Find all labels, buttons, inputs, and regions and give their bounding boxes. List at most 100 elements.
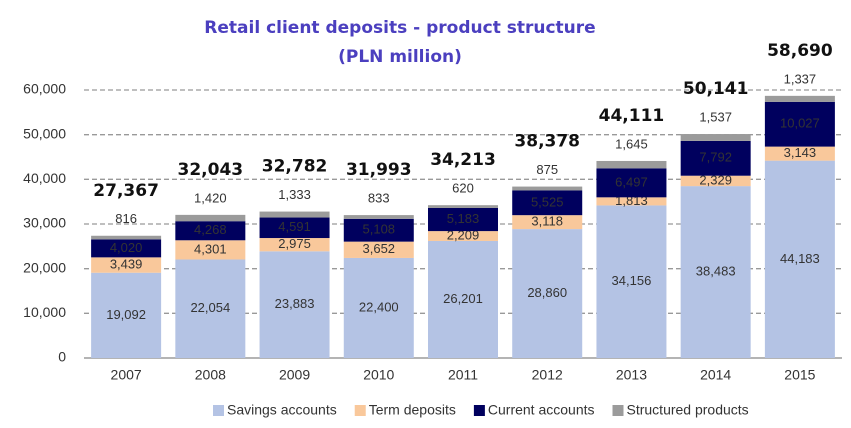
bar-segment	[512, 215, 583, 230]
total-label: 38,378	[514, 132, 580, 152]
bar-segment	[428, 205, 498, 208]
x-tick-label: 2015	[784, 367, 815, 383]
y-tick-label: 0	[58, 349, 66, 365]
data-label: 22,054	[190, 300, 230, 315]
bar-segment	[596, 197, 667, 206]
bar-segment	[764, 146, 835, 161]
legend-swatch	[354, 405, 366, 416]
y-tick-label: 10,000	[23, 304, 66, 320]
data-label: 6,497	[615, 174, 648, 189]
data-label: 1,337	[784, 71, 817, 86]
bar-segment	[91, 239, 162, 258]
legend-swatch	[473, 405, 485, 416]
bar-segment	[259, 251, 330, 358]
data-label: 3,143	[784, 145, 817, 160]
x-tick-label: 2007	[111, 367, 142, 383]
data-label: 10,027	[780, 116, 820, 131]
data-label: 3,118	[531, 214, 563, 229]
bar-segment	[512, 190, 583, 216]
x-tick-label: 2013	[616, 367, 647, 383]
legend-label: Savings accounts	[227, 402, 337, 418]
data-label: 5,183	[447, 211, 480, 226]
data-label: 833	[368, 191, 390, 206]
x-tick-label: 2008	[195, 367, 226, 383]
bar-segment	[680, 186, 751, 358]
data-label: 2,329	[699, 172, 732, 187]
data-label: 816	[115, 211, 137, 226]
bar-segment	[343, 257, 414, 358]
data-label: 3,652	[363, 241, 396, 256]
data-label: 4,268	[194, 222, 227, 237]
total-label: 32,782	[262, 157, 328, 177]
x-tick-label: 2011	[448, 367, 478, 383]
x-tick-label: 2010	[363, 367, 394, 383]
data-label: 44,183	[780, 251, 820, 266]
legend-swatch	[612, 405, 624, 416]
bar-segment	[259, 211, 330, 218]
bar-segment	[343, 215, 414, 219]
bar-segment	[428, 207, 498, 232]
total-label: 44,111	[599, 106, 665, 126]
y-tick-label: 60,000	[23, 81, 66, 97]
total-label: 27,367	[93, 181, 159, 201]
bar-segment	[680, 140, 751, 176]
bar-segment	[175, 259, 246, 358]
data-label: 26,201	[443, 291, 483, 306]
bar-segment	[259, 238, 330, 252]
bar-segment	[596, 205, 667, 358]
bar-segment	[596, 160, 667, 169]
data-label: 2,975	[278, 236, 311, 251]
data-label: 4,020	[110, 240, 143, 255]
legend-label: Term deposits	[369, 402, 456, 418]
data-label: 1,333	[278, 187, 311, 202]
bar-segment	[91, 235, 162, 240]
data-label: 28,860	[527, 285, 567, 300]
bar-segment	[764, 101, 835, 147]
bar-segment	[764, 95, 835, 102]
bar-segment	[175, 214, 246, 222]
x-tick-label: 2012	[532, 367, 563, 383]
bar-segment	[512, 186, 583, 191]
bar-segment	[343, 241, 414, 258]
y-tick-label: 40,000	[23, 170, 66, 186]
bar-segment	[680, 175, 751, 187]
bar-segment	[259, 217, 330, 239]
chart-title: Retail client deposits - product structu…	[204, 18, 595, 38]
x-tick-label: 2009	[279, 367, 310, 383]
data-label: 5,525	[531, 194, 564, 209]
y-tick-label: 50,000	[23, 125, 66, 141]
bar-segment	[512, 229, 583, 358]
bar-segment	[428, 231, 498, 241]
chart-subtitle: (PLN million)	[338, 47, 462, 67]
legend-label: Current accounts	[488, 402, 595, 418]
bar-segment	[175, 221, 246, 241]
data-label: 1,645	[615, 136, 648, 151]
bar-segment	[596, 168, 667, 198]
legend-label: Structured products	[627, 402, 749, 418]
bar-segment	[764, 160, 835, 358]
data-label: 2,209	[447, 227, 480, 242]
bar-segment	[680, 134, 751, 141]
data-label: 5,108	[363, 222, 396, 237]
data-label: 23,883	[275, 296, 315, 311]
data-label: 3,439	[110, 256, 143, 271]
data-label: 38,483	[696, 263, 736, 278]
total-label: 34,213	[430, 150, 496, 170]
data-label: 1,420	[194, 190, 227, 205]
data-label: 875	[536, 162, 558, 177]
total-label: 58,690	[767, 41, 833, 61]
data-label: 4,301	[194, 241, 227, 256]
bar-segment	[91, 272, 162, 358]
data-label: 19,092	[106, 307, 146, 322]
total-label: 50,141	[683, 79, 749, 99]
data-label: 34,156	[612, 273, 652, 288]
data-label: 620	[452, 181, 474, 196]
total-label: 32,043	[178, 160, 244, 180]
bar-segment	[428, 240, 498, 358]
data-label: 4,591	[278, 219, 311, 234]
data-label: 22,400	[359, 299, 399, 314]
y-tick-label: 30,000	[23, 215, 66, 231]
bar-segment	[343, 218, 414, 242]
data-label: 7,792	[699, 150, 732, 165]
